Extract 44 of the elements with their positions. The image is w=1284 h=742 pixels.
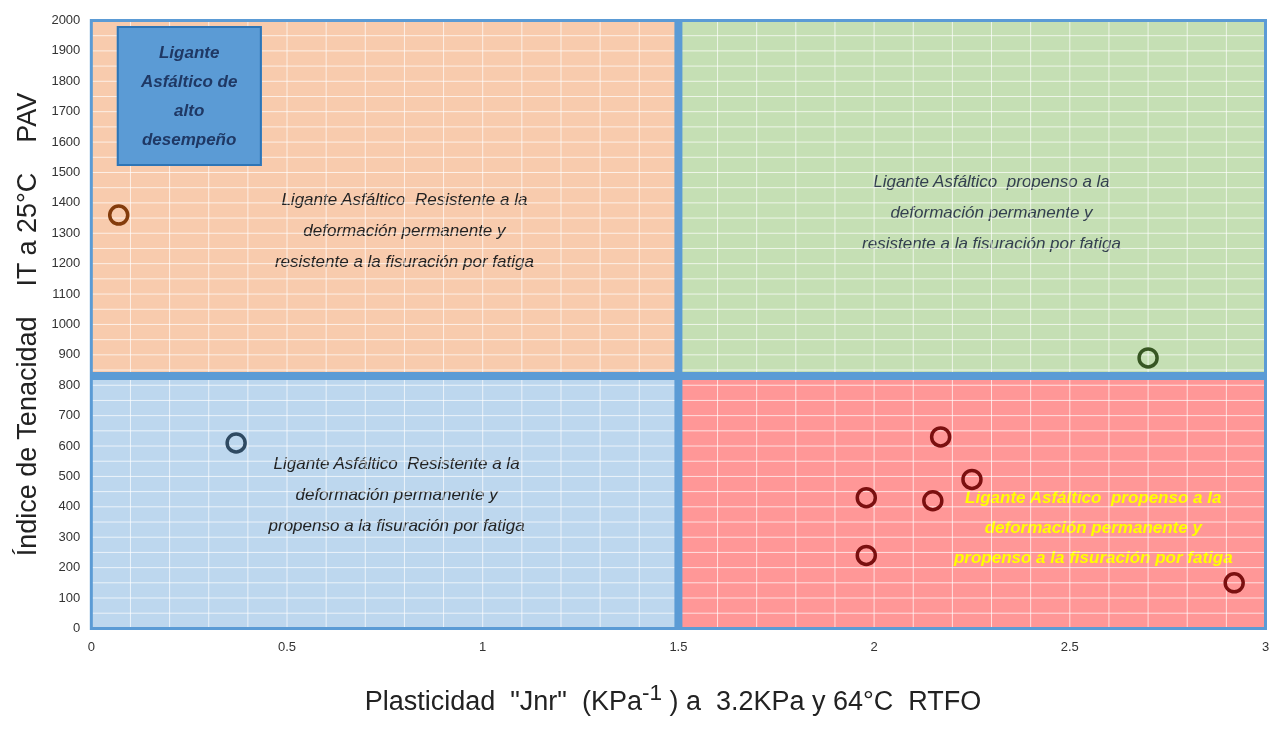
annotation: Ligante Asfáltico de alto desempeño [116,26,262,167]
y-tick-label: 1600 [51,133,81,149]
y-tick-label: 500 [58,468,81,483]
y-tick-label: 1400 [51,194,81,210]
y-tick-label: 700 [58,407,81,423]
y-tick-label: 400 [58,498,81,514]
y-tick-label: 600 [58,437,81,453]
y-tick-label: 800 [58,376,81,392]
y-tick-label: 1700 [51,103,81,119]
annotation: Ligante Asfáltico Resistente a la deformación permanente y propenso a la fisuración por fatiga [268,452,525,537]
y-tick-label: 1200 [51,255,81,271]
point [961,468,983,491]
annotation: Ligante Asfáltico propenso a la deformación permanente y resistente a la fisuración por fatiga [862,170,1121,255]
y-tick-label: 100 [58,589,81,605]
point [1137,347,1159,369]
y-tick-label: 1100 [52,285,81,301]
y-tick-label: 2000 [51,12,81,28]
annotation: Ligante Asfáltico propenso a la deformación permanente y propenso a la fisuración por fatiga [953,487,1233,570]
x-tick-label: 3 [1261,638,1270,654]
y-tick-label: 1500 [51,164,81,180]
y-tick-label: 1800 [51,72,81,88]
y-tick-label: 200 [58,559,81,575]
point [225,432,247,454]
annotation: Ligante Asfáltico Resistente a la deformación permanente y resistente a la fisuración por fatiga [274,188,534,273]
y-tick-label: 1900 [51,42,81,58]
point [1223,572,1245,594]
x-tick-label: 0.5 [277,638,297,654]
x-tick-label: 0 [87,638,95,654]
x-tick-label: 1.5 [669,638,688,654]
point [855,486,878,509]
point [922,489,944,512]
y-tick-label: 1300 [51,224,81,240]
x-tick-label: 2 [870,638,878,654]
point [929,426,952,448]
y-tick-label: 900 [58,346,81,362]
x-tick-label: 2.5 [1060,638,1079,654]
y-tick-label: 300 [58,528,81,544]
point [107,204,130,226]
x-tick-label: 1 [479,638,487,654]
y-axis-title: Índice de Tenacidad IT a 25°C PAV [11,92,42,557]
point [855,544,878,567]
y-tick-label: 1000 [51,316,81,332]
x-axis-title: Plasticidad "Jnr" (KPa$^{-1}$ ) a 3.2KPa y 64°C RTFO [363,680,983,717]
y-tick-label: 0 [73,619,81,635]
